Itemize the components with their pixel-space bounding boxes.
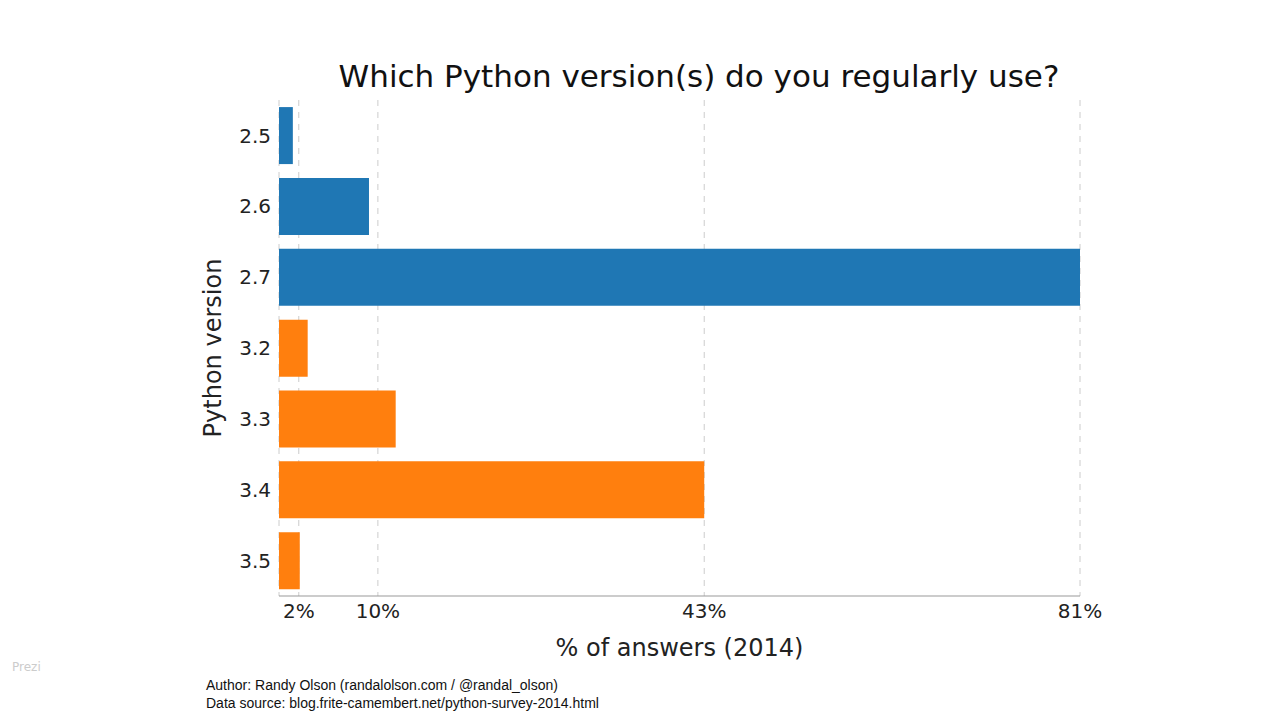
html-text:Prezi: Prezi (12, 660, 41, 674)
svg-text:43%: 43% (682, 599, 726, 623)
svg-text:2.5: 2.5 (239, 124, 271, 148)
svg-text:3.2: 3.2 (239, 336, 271, 360)
svg-text:10%: 10% (356, 599, 400, 623)
html-text:Data source: blog.frite-camemb: Data source: blog.frite-camembert.net/py… (206, 695, 599, 711)
html-text:Which Python version(s) do you: Which Python version(s) do you regularly… (338, 58, 1060, 94)
svg-text:Python version: Python version (199, 259, 227, 438)
svg-text:3.3: 3.3 (239, 407, 271, 431)
svg-text:3.4: 3.4 (239, 478, 271, 502)
html-text:Author: Randy Olson (randalols: Author: Randy Olson (randalolson.com / @… (206, 677, 558, 693)
svg-text:2.6: 2.6 (239, 194, 271, 218)
svg-text:% of answers (2014): % of answers (2014) (556, 634, 804, 662)
svg-text:3.5: 3.5 (239, 549, 271, 573)
svg-text:2%: 2% (283, 599, 315, 623)
svg-text:2.7: 2.7 (239, 265, 271, 289)
svg-text:81%: 81% (1058, 599, 1102, 623)
